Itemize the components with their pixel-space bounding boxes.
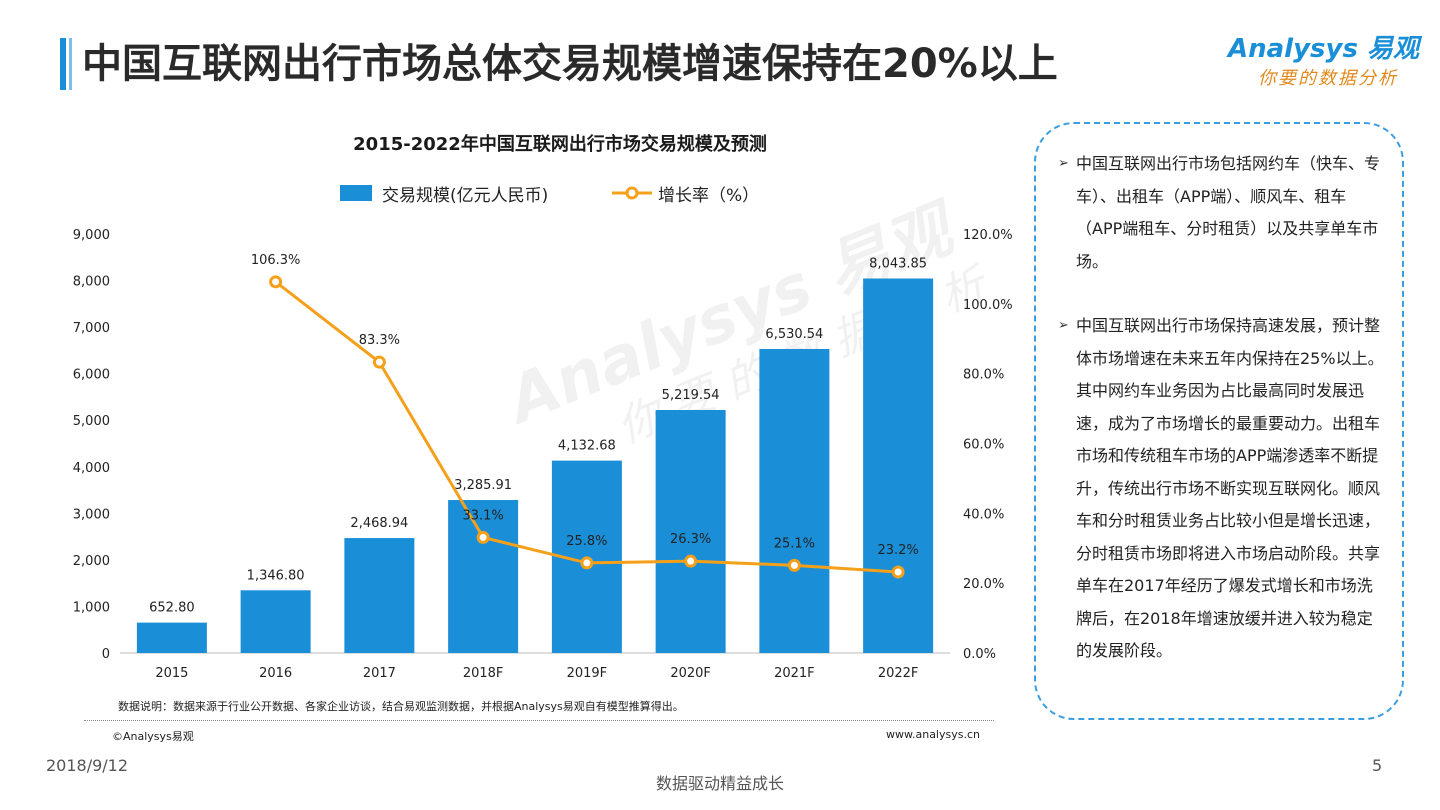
bar bbox=[863, 278, 934, 653]
growth-rate-label: 106.3% bbox=[251, 253, 301, 268]
x-tick-label: 2019F bbox=[567, 666, 608, 681]
y-left-tick-label: 8,000 bbox=[73, 275, 110, 290]
y-right-tick-label: 100.0% bbox=[963, 298, 1013, 313]
page-number: 5 bbox=[1372, 756, 1383, 775]
info-item-text: 中国互联网出行市场保持高速发展，预计整体市场增速在未来五年内保持在25%以上。其… bbox=[1076, 316, 1384, 660]
y-right-tick-label: 60.0% bbox=[963, 438, 1004, 453]
website-link[interactable]: www.analysys.cn bbox=[886, 728, 980, 741]
growth-rate-label: 83.3% bbox=[359, 333, 400, 348]
bar bbox=[136, 622, 207, 653]
bar bbox=[655, 410, 726, 653]
y-right-tick-label: 80.0% bbox=[963, 368, 1004, 383]
y-left-tick-label: 9,000 bbox=[73, 228, 110, 243]
legend-bar-swatch bbox=[340, 185, 372, 201]
growth-rate-label: 26.3% bbox=[670, 532, 711, 547]
footer-slogan: 数据驱动精益成长 bbox=[655, 774, 784, 793]
logo-tagline: 你要的数据分析 bbox=[1258, 68, 1398, 89]
bar-value-label: 3,285.91 bbox=[454, 478, 512, 493]
growth-rate-label: 25.1% bbox=[774, 536, 815, 551]
x-tick-label: 2017 bbox=[363, 666, 396, 681]
growth-rate-label: 25.8% bbox=[566, 534, 607, 549]
growth-rate-point bbox=[787, 558, 801, 572]
growth-rate-point bbox=[684, 554, 698, 568]
legend-line-swatch bbox=[612, 186, 652, 200]
bar-value-label: 8,043.85 bbox=[869, 257, 927, 272]
x-tick-label: 2015 bbox=[155, 666, 188, 681]
y-left-tick-label: 1,000 bbox=[73, 600, 110, 615]
y-right-tick-label: 20.0% bbox=[963, 577, 1004, 592]
info-item: ➢ 中国互联网出行市场包括网约车（快车、专车）、出租车（APP端）、顺风车、租车… bbox=[1058, 148, 1388, 278]
info-item-text: 中国互联网出行市场包括网约车（快车、专车）、出租车（APP端）、顺风车、租车（A… bbox=[1076, 154, 1381, 271]
title-accent-bar-light bbox=[69, 38, 72, 90]
divider bbox=[84, 720, 994, 721]
bar bbox=[344, 538, 415, 653]
y-right-tick-label: 0.0% bbox=[963, 647, 996, 662]
y-left-tick-label: 7,000 bbox=[73, 321, 110, 336]
growth-rate-label: 23.2% bbox=[877, 543, 918, 558]
analysys-logo: Analysys 易观 你要的数据分析 bbox=[1228, 34, 1419, 92]
growth-rate-label: 33.1% bbox=[462, 508, 503, 523]
bar-value-label: 2,468.94 bbox=[350, 516, 408, 531]
page-title: 中国互联网出行市场总体交易规模增速保持在20%以上 bbox=[82, 41, 1058, 87]
growth-rate-point bbox=[580, 556, 594, 570]
bar-value-label: 5,219.54 bbox=[662, 388, 720, 403]
legend-bar-label: 交易规模(亿元人民币) bbox=[382, 186, 549, 206]
y-left-tick-label: 2,000 bbox=[73, 554, 110, 569]
y-left-tick-label: 6,000 bbox=[73, 368, 110, 383]
y-right-tick-label: 120.0% bbox=[963, 228, 1013, 243]
growth-rate-point bbox=[476, 530, 490, 544]
info-item: ➢ 中国互联网出行市场保持高速发展，预计整体市场增速在未来五年内保持在25%以上… bbox=[1058, 310, 1388, 668]
bar bbox=[240, 590, 311, 653]
bar bbox=[759, 348, 830, 653]
y-left-tick-label: 0 bbox=[102, 647, 110, 662]
y-right-tick-label: 40.0% bbox=[963, 507, 1004, 522]
bar-value-label: 1,346.80 bbox=[247, 568, 305, 583]
x-tick-label: 2021F bbox=[774, 666, 815, 681]
growth-rate-point bbox=[891, 565, 905, 579]
logo-brand: Analysys 易观 bbox=[1228, 34, 1419, 64]
chart-title: 2015-2022年中国互联网出行市场交易规模及预测 bbox=[353, 134, 767, 155]
title-accent-bar bbox=[60, 38, 66, 90]
bar-value-label: 4,132.68 bbox=[558, 439, 616, 454]
y-left-tick-label: 3,000 bbox=[73, 507, 110, 522]
bar-value-label: 652.80 bbox=[149, 601, 195, 616]
growth-rate-point bbox=[372, 355, 386, 369]
data-source-note: 数据说明：数据来源于行业公开数据、各家企业访谈，结合易观监测数据，并根据Anal… bbox=[118, 700, 684, 713]
growth-rate-point bbox=[269, 275, 283, 289]
x-tick-label: 2018F bbox=[463, 666, 504, 681]
bullet-arrow-icon: ➢ bbox=[1058, 156, 1069, 171]
y-left-tick-label: 4,000 bbox=[73, 461, 110, 476]
copyright: ©Analysys易观 bbox=[112, 730, 194, 743]
x-tick-label: 2022F bbox=[878, 666, 919, 681]
x-tick-label: 2016 bbox=[259, 666, 292, 681]
y-left-tick-label: 5,000 bbox=[73, 414, 110, 429]
info-box: ➢ 中国互联网出行市场包括网约车（快车、专车）、出租车（APP端）、顺风车、租车… bbox=[1034, 122, 1404, 720]
footer-date: 2018/9/12 bbox=[46, 756, 129, 775]
bar bbox=[448, 500, 519, 653]
bullet-arrow-icon: ➢ bbox=[1058, 318, 1069, 333]
bar-value-label: 6,530.54 bbox=[765, 327, 823, 342]
legend-line-label: 增长率（%） bbox=[658, 186, 760, 206]
x-tick-label: 2020F bbox=[670, 666, 711, 681]
